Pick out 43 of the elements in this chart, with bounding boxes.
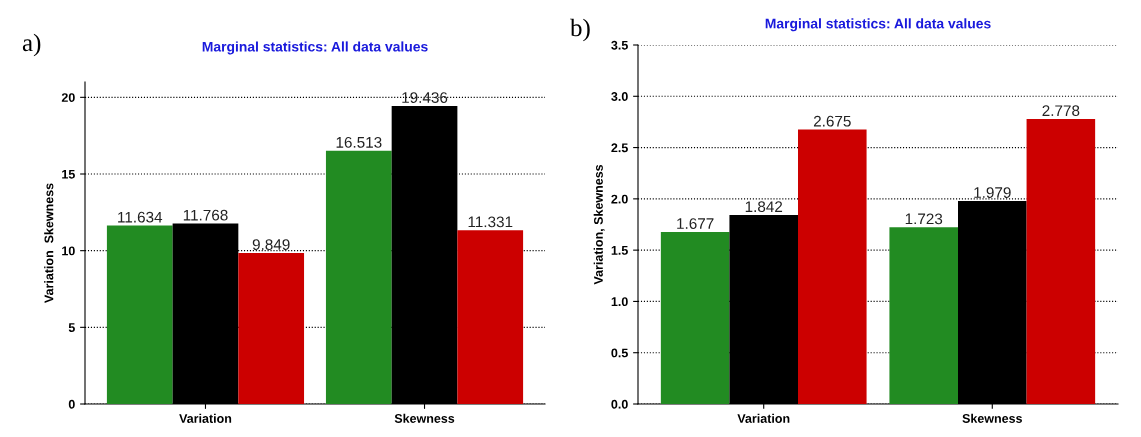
data-label: 1.979: [974, 187, 1011, 198]
x-tick-label: Variation: [737, 413, 790, 423]
bar: [660, 231, 730, 404]
y-tick-label: 15: [62, 169, 75, 179]
data-label: 1.723: [905, 213, 943, 225]
y-tick-label: 3.5: [611, 40, 628, 50]
bar: [1026, 119, 1096, 404]
data-label: 16.513: [336, 136, 382, 148]
y-tick-label: 20: [61, 93, 75, 102]
y-tick-label: 0: [68, 399, 75, 409]
chart-title: Marginal statistics: All data values: [202, 41, 428, 55]
data-label: 11.331: [468, 216, 513, 228]
bar: [798, 129, 867, 404]
data-label: 11.634: [118, 211, 163, 223]
y-tick-label: 0.0: [611, 399, 628, 409]
data-label: 9.849: [252, 239, 290, 250]
bar: [325, 150, 392, 404]
x-tick-label: Variation: [179, 413, 232, 423]
bar: [889, 227, 958, 404]
y-tick-label: 2.0: [611, 194, 628, 204]
y-axis-title: Variation Skewness: [44, 183, 54, 304]
data-label: 1.842: [745, 201, 783, 213]
y-tick-label: 10: [62, 246, 75, 256]
x-tick-label: Skewness: [394, 413, 455, 423]
x-tick-label: Skewness: [962, 413, 1022, 423]
data-label: 2.675: [813, 115, 851, 127]
y-tick-label: 2.5: [611, 143, 628, 153]
bar: [457, 230, 524, 404]
data-label: 2.778: [1042, 105, 1080, 117]
y-tick-label: 3.0: [611, 92, 628, 101]
data-label: 11.768: [183, 209, 228, 221]
data-label: 1.677: [677, 218, 714, 229]
y-tick-label: 5: [68, 323, 75, 332]
chart-title: Marginal statistics: All data values: [765, 18, 991, 32]
bar: [238, 252, 305, 404]
y-tick-label: 1.5: [611, 246, 628, 255]
text: b): [570, 18, 590, 42]
y-axis-title: Variation, Skewness: [593, 164, 605, 285]
bar: [106, 225, 173, 404]
y-tick-label: 1.0: [611, 297, 628, 307]
text: a): [22, 33, 41, 57]
data-label: 19.436: [402, 92, 448, 103]
y-tick-label: 0.5: [611, 348, 628, 358]
